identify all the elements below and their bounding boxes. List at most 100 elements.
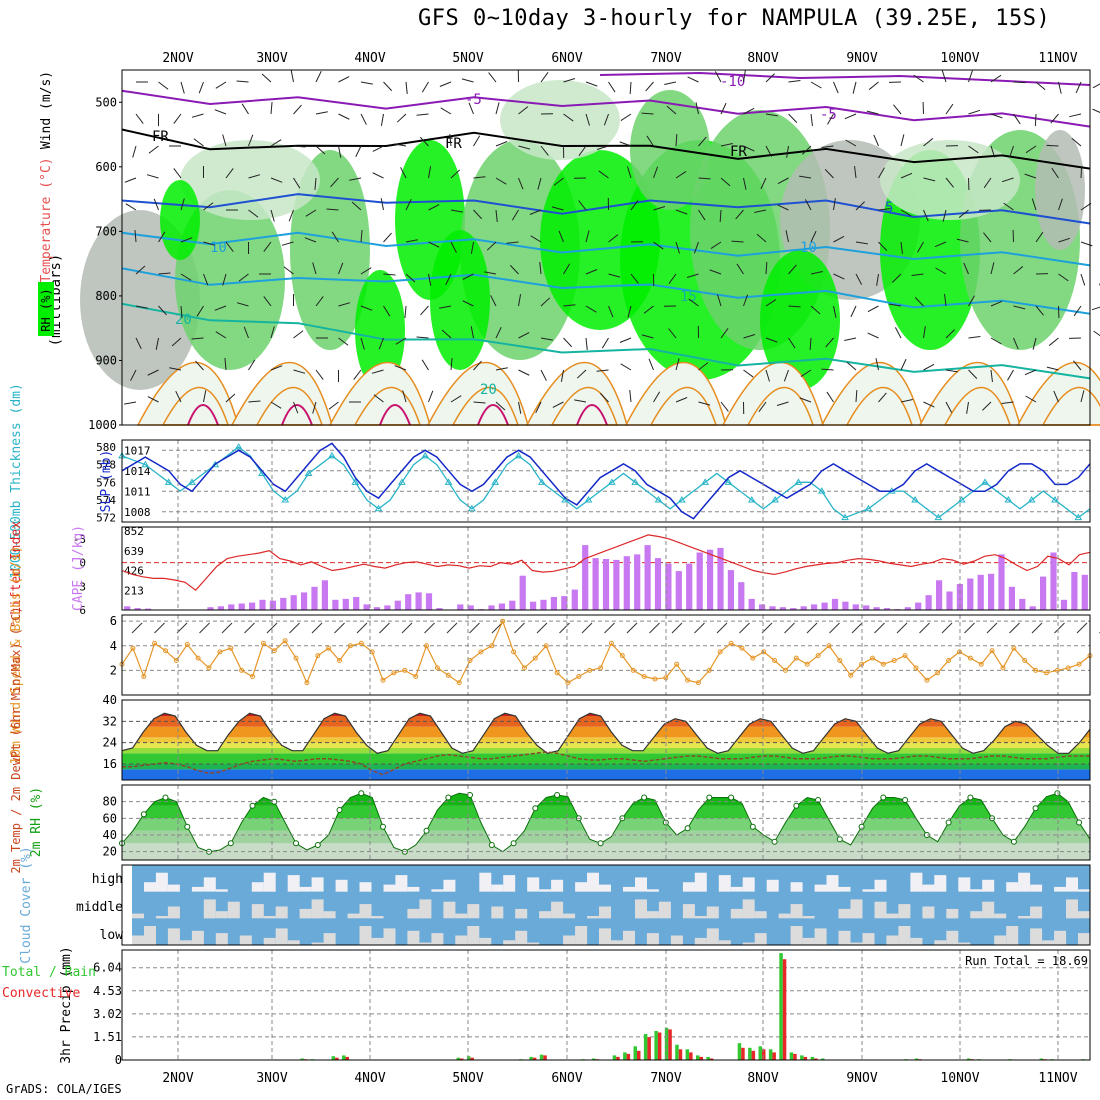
wind-barb [180,81,185,94]
cloud-cell [946,908,959,919]
cape-bar [811,604,818,610]
wind-barb [804,199,812,211]
wind-speed-marker [848,672,854,678]
wind-barb [934,241,947,248]
cloud-cell [179,940,192,945]
wind-barb [1035,305,1044,316]
wind-barb [473,360,482,371]
cloud-cell [874,901,887,919]
cape-bar [311,586,318,610]
wind-speed-marker [608,640,614,646]
cloud-cell [251,904,264,919]
wind-barb [203,390,207,403]
cloud-cell [431,889,444,892]
wind-barb [968,109,981,115]
wind-speed-marker [358,640,364,646]
rh-band [122,805,1090,819]
wind-barb [893,104,902,115]
wind-barb [147,396,159,403]
wind-barb [1058,81,1062,94]
wind-speed-marker [184,642,190,647]
wind-barb [360,230,363,243]
cloud-cell [563,913,576,919]
li-tick-label: 0 [79,557,86,570]
pressure-tick-label: 1000 [88,418,117,432]
wind-barb [1071,137,1082,147]
wind-speed-marker [967,655,973,661]
wind10m-barb [401,622,413,634]
wind-speed-marker [456,680,462,686]
wind-speed-marker [772,658,778,663]
cape-bar [634,554,641,610]
thickness-marker [1027,495,1036,503]
bl-hot-0 [187,404,219,426]
cloud-cell [635,877,647,892]
wind10m-barb [896,622,908,634]
wind10m-barb [131,622,143,634]
cloud-cell [455,913,468,919]
wind-barb [923,363,935,371]
wind-barb [754,209,767,213]
precip-total-bar [643,1034,648,1060]
wind-barb [400,167,407,179]
wind-barb [470,241,474,254]
cloud-cell [790,904,803,919]
wind-speed-marker [783,667,788,673]
bl-lobe-9 [1016,362,1100,426]
precip-tick-label: 3.02 [93,1007,122,1021]
precip-conv-bar [678,1049,683,1060]
wind-barb [1013,81,1026,84]
wind-barb [873,134,879,147]
cape-bar [124,606,131,610]
cape-bar [977,574,984,610]
wind-barb [396,113,407,123]
wind-barb [563,263,571,275]
wind-barb [878,167,885,179]
wind-barb [743,177,747,190]
wind-barb [598,170,609,179]
contour-label: 20 [480,382,497,398]
rh-shading-12 [500,80,620,160]
wind-barb [191,113,204,118]
thickness-marker [491,478,500,485]
cloud-cell [419,899,432,919]
wind-barb [535,401,542,414]
wind-speed-marker [402,667,408,673]
wind-barb [214,305,227,311]
rh-band [122,793,1090,806]
wind-tick-label: 6 [110,614,117,628]
wind-barb [944,294,947,307]
wind-barb [236,302,249,307]
cloud-cell [407,930,420,945]
wind-barb [495,177,507,185]
wind-barb [720,177,731,187]
rh-marker [1076,819,1083,826]
cloud-cell [958,877,971,892]
wind-barb [394,365,407,371]
wind-barb [1035,231,1044,243]
cape-bar [1081,574,1088,610]
wind-speed-marker [978,661,984,667]
cloud-cell [599,928,611,945]
wind-barb [894,327,902,339]
wind-barb [490,295,497,307]
cape-tick-label: 213 [124,584,144,597]
wind-barb [765,145,773,157]
cape-bar [238,603,245,610]
wind-barb [810,230,817,243]
wind-barb [719,209,722,223]
cloud-cell [706,928,719,945]
wind-barb [911,273,924,276]
cape-bar [249,602,256,610]
wind-barb [585,337,588,350]
wind-barb [1058,237,1071,243]
wind-barb [695,102,699,115]
panel-frame-top-temp [121,699,1091,781]
cape-bar [321,580,328,610]
li-tick-label: 6 [79,604,86,617]
wind10m-barb [356,622,368,634]
cape-bar [353,597,360,610]
wind-barb [720,143,733,147]
wind-barb [900,209,912,217]
wind-barb [846,361,857,371]
